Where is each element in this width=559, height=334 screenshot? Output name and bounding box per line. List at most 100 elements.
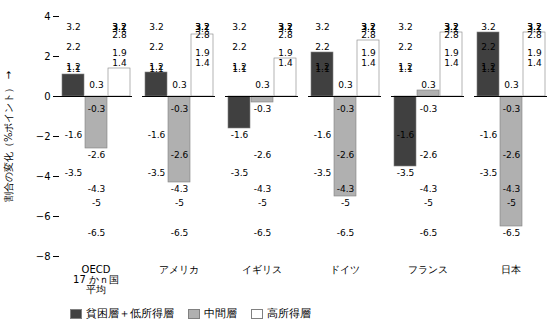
- svg-text:3.2: 3.2: [315, 22, 329, 32]
- svg-text:-6.5: -6.5: [337, 228, 355, 238]
- svg-text:-0.3: -0.3: [420, 104, 438, 114]
- svg-text:3.2: 3.2: [444, 22, 458, 32]
- svg-text:2: 2: [44, 51, 50, 62]
- svg-text:-1.6: -1.6: [397, 130, 415, 140]
- svg-text:1.9: 1.9: [278, 48, 293, 58]
- svg-text:-5: -5: [258, 198, 267, 208]
- svg-text:イギリス: イギリス: [242, 264, 282, 275]
- svg-text:1.2: 1.2: [232, 62, 246, 72]
- svg-text:-0.3: -0.3: [171, 104, 189, 114]
- svg-text:-2.6: -2.6: [171, 150, 189, 160]
- svg-text:3.2: 3.2: [278, 22, 292, 32]
- svg-text:-5: -5: [92, 198, 101, 208]
- svg-text:−6: −6: [36, 211, 51, 222]
- svg-text:-1.6: -1.6: [65, 130, 83, 140]
- svg-text:−2: −2: [36, 131, 51, 142]
- svg-text:-6.5: -6.5: [171, 228, 189, 238]
- svg-text:-0.3: -0.3: [254, 104, 272, 114]
- svg-text:1.9: 1.9: [195, 48, 210, 58]
- svg-text:1.9: 1.9: [361, 48, 376, 58]
- svg-text:0.3: 0.3: [89, 80, 103, 90]
- svg-text:2.2: 2.2: [232, 42, 246, 52]
- svg-text:3.2: 3.2: [112, 22, 126, 32]
- svg-text:1.4: 1.4: [361, 58, 376, 68]
- svg-text:-3.5: -3.5: [480, 168, 498, 178]
- svg-text:-5: -5: [175, 198, 184, 208]
- svg-text:0.3: 0.3: [504, 80, 518, 90]
- svg-text:1.9: 1.9: [444, 48, 459, 58]
- svg-text:1.9: 1.9: [527, 48, 542, 58]
- svg-text:-2.6: -2.6: [337, 150, 355, 160]
- svg-text:3.2: 3.2: [278, 22, 292, 32]
- svg-text:3.2: 3.2: [444, 22, 458, 32]
- svg-text:-2.6: -2.6: [503, 150, 521, 160]
- svg-text:2.2: 2.2: [315, 42, 329, 52]
- svg-text:2.2: 2.2: [398, 42, 412, 52]
- svg-text:2.2: 2.2: [481, 42, 495, 52]
- svg-text:-0.3: -0.3: [88, 104, 106, 114]
- svg-text:-3.5: -3.5: [231, 168, 249, 178]
- svg-text:フランス: フランス: [408, 264, 448, 275]
- svg-text:-3.5: -3.5: [314, 168, 332, 178]
- svg-text:-5: -5: [341, 198, 350, 208]
- svg-text:1.4: 1.4: [527, 58, 542, 68]
- svg-text:-6.5: -6.5: [254, 228, 272, 238]
- svg-text:1.4: 1.4: [112, 58, 127, 68]
- svg-text:3.2: 3.2: [195, 22, 209, 32]
- svg-text:0: 0: [44, 91, 50, 102]
- svg-text:3.2: 3.2: [361, 22, 375, 32]
- svg-text:1.4: 1.4: [278, 58, 293, 68]
- svg-text:-4.3: -4.3: [171, 184, 189, 194]
- svg-text:-2.6: -2.6: [88, 150, 106, 160]
- svg-text:0.3: 0.3: [338, 80, 352, 90]
- svg-text:割合の変化（%ポイント） →: 割合の変化（%ポイント） →: [3, 71, 14, 202]
- svg-text:3.2: 3.2: [527, 22, 541, 32]
- svg-text:-0.3: -0.3: [503, 104, 521, 114]
- svg-text:1.2: 1.2: [149, 62, 163, 72]
- svg-text:1.4: 1.4: [444, 58, 459, 68]
- svg-text:-1.6: -1.6: [314, 130, 332, 140]
- svg-text:3.2: 3.2: [361, 22, 375, 32]
- svg-text:日本: 日本: [501, 264, 521, 275]
- svg-text:2.2: 2.2: [149, 42, 163, 52]
- svg-text:-1.6: -1.6: [148, 130, 166, 140]
- svg-text:0.3: 0.3: [172, 80, 186, 90]
- svg-text:3.2: 3.2: [527, 22, 541, 32]
- svg-text:-0.3: -0.3: [337, 104, 355, 114]
- svg-text:-1.6: -1.6: [480, 130, 498, 140]
- svg-text:0.3: 0.3: [421, 80, 435, 90]
- svg-text:-2.6: -2.6: [420, 150, 438, 160]
- svg-text:1.2: 1.2: [398, 62, 412, 72]
- svg-text:-4.3: -4.3: [254, 184, 272, 194]
- svg-text:-3.5: -3.5: [148, 168, 166, 178]
- svg-text:−8: −8: [36, 251, 51, 262]
- svg-text:0.3: 0.3: [255, 80, 269, 90]
- svg-text:-6.5: -6.5: [503, 228, 521, 238]
- svg-text:3.2: 3.2: [232, 22, 246, 32]
- svg-text:-5: -5: [507, 198, 516, 208]
- svg-text:3.2: 3.2: [398, 22, 412, 32]
- svg-text:-2.6: -2.6: [254, 150, 272, 160]
- svg-text:1.9: 1.9: [112, 48, 127, 58]
- svg-text:-4.3: -4.3: [420, 184, 438, 194]
- svg-text:-4.3: -4.3: [337, 184, 355, 194]
- svg-text:3.2: 3.2: [195, 22, 209, 32]
- svg-text:-6.5: -6.5: [420, 228, 438, 238]
- svg-text:1.4: 1.4: [195, 58, 210, 68]
- svg-text:OECD17 かｎ国平均: OECD17 かｎ国平均: [73, 264, 119, 295]
- svg-text:2.2: 2.2: [66, 42, 80, 52]
- svg-text:1.2: 1.2: [481, 62, 495, 72]
- svg-text:ドイツ: ドイツ: [330, 264, 360, 275]
- svg-text:-3.5: -3.5: [65, 168, 83, 178]
- svg-text:-4.3: -4.3: [88, 184, 106, 194]
- svg-text:-5: -5: [424, 198, 433, 208]
- svg-text:1.2: 1.2: [315, 62, 329, 72]
- svg-text:アメリカ: アメリカ: [159, 264, 199, 275]
- svg-text:3.2: 3.2: [66, 22, 80, 32]
- svg-text:3.2: 3.2: [481, 22, 495, 32]
- svg-text:1.2: 1.2: [66, 62, 80, 72]
- svg-text:-6.5: -6.5: [88, 228, 106, 238]
- svg-text:4: 4: [44, 11, 50, 22]
- svg-text:3.2: 3.2: [149, 22, 163, 32]
- svg-text:3.2: 3.2: [112, 22, 126, 32]
